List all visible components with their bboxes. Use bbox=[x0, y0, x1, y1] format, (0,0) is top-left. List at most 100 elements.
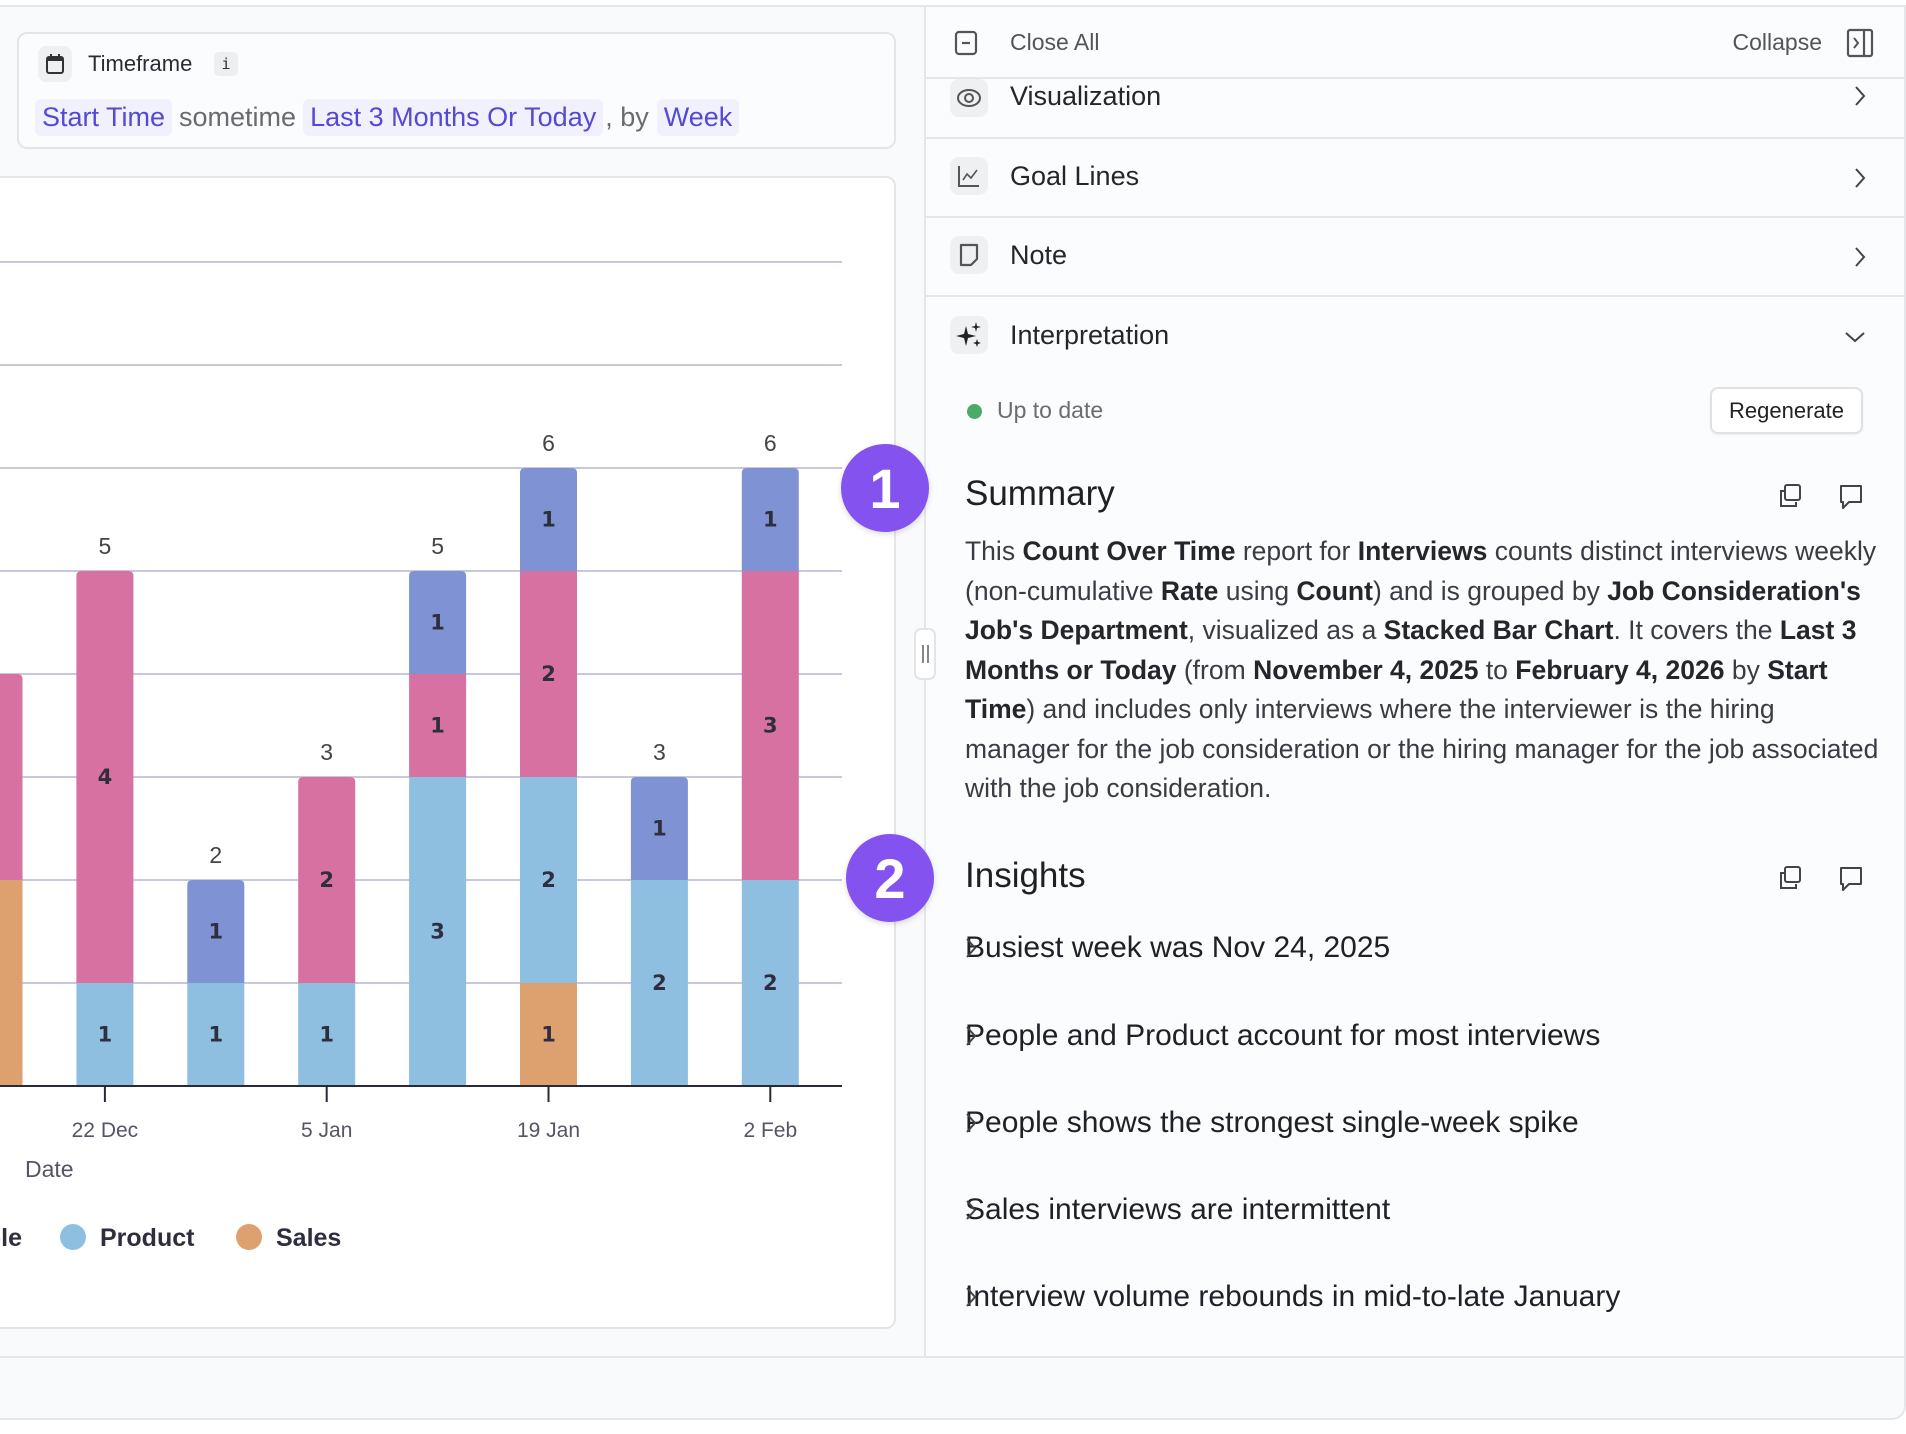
bar-value-label: 1 bbox=[208, 920, 223, 944]
bar-value-label: 4 bbox=[98, 765, 113, 789]
summary-title: Summary bbox=[965, 474, 1115, 513]
legend-item: People bbox=[0, 1224, 22, 1252]
x-axis-label: Date bbox=[25, 1156, 74, 1182]
bar-value-label: 2 bbox=[0, 765, 1, 789]
chevron-right-icon bbox=[1854, 246, 1866, 268]
insight-text: Interview volume rebounds in mid-to-late… bbox=[965, 1280, 1621, 1313]
comment-icon[interactable] bbox=[1838, 483, 1864, 511]
annotation-badge-1: 1 bbox=[841, 444, 929, 532]
bar-total-label: 5 bbox=[431, 533, 444, 559]
summary-bold-term: Job Consideration's Job's Department bbox=[965, 575, 1861, 646]
bar-segment bbox=[520, 983, 577, 1086]
section-label: Interpretation bbox=[1010, 320, 1170, 350]
summary-segment: This bbox=[965, 536, 1023, 566]
chevron-right-icon bbox=[1854, 85, 1866, 107]
resize-handle[interactable] bbox=[914, 628, 936, 680]
panel-toolbar: Close All Collapse bbox=[926, 7, 1904, 79]
close-all-button[interactable]: Close All bbox=[1010, 29, 1100, 55]
info-icon[interactable]: i bbox=[214, 52, 238, 76]
bar-segment bbox=[0, 674, 23, 880]
section-note[interactable]: Note bbox=[926, 218, 1904, 297]
insight-item[interactable]: People and Product account for most inte… bbox=[949, 999, 1877, 1073]
section-label: Goal Lines bbox=[1010, 161, 1140, 191]
insight-item[interactable]: Sales interviews are intermittent bbox=[949, 1173, 1877, 1247]
bar-segment bbox=[187, 880, 245, 983]
calendar-icon bbox=[38, 46, 72, 82]
section-label: Note bbox=[1010, 240, 1068, 270]
bar-total-label: 2 bbox=[209, 842, 222, 868]
collapse-button[interactable]: Collapse bbox=[1732, 29, 1823, 55]
chevron-right-icon bbox=[1854, 167, 1866, 189]
close-all-icon[interactable] bbox=[954, 30, 978, 56]
copy-icon[interactable] bbox=[1777, 865, 1803, 891]
section-goal-lines[interactable]: Goal Lines bbox=[926, 139, 1904, 218]
sparkle-icon bbox=[950, 316, 988, 354]
bar-total-label: 6 bbox=[764, 430, 777, 456]
field-chip[interactable]: Start Time bbox=[35, 99, 173, 136]
summary-segment: , visualized as a bbox=[1187, 615, 1384, 645]
chevron-down-icon bbox=[1844, 331, 1866, 343]
bar-value-label: 1 bbox=[319, 1023, 334, 1047]
bar-value-label: 1 bbox=[541, 1023, 556, 1047]
bar-value-label: 2 bbox=[541, 868, 556, 892]
summary-segment: report for bbox=[1235, 536, 1358, 566]
bar-total-label: 6 bbox=[542, 430, 555, 456]
comment-icon[interactable] bbox=[1838, 865, 1864, 893]
bar-value-label: 2 bbox=[0, 971, 1, 995]
bar-segment bbox=[520, 468, 577, 571]
stacked-bar-chart: 2 2 4 1 4 5 1 1 2 1 2 3 3 1 1 5 1 2 2 1 6 2 1 3 2 3 1 6 22 Dec 5 Jan 1… bbox=[0, 261, 842, 1252]
bar-value-label: 1 bbox=[430, 611, 445, 635]
x-tick-label: 5 Jan bbox=[301, 1119, 352, 1142]
section-interpretation[interactable]: Interpretation bbox=[926, 297, 1904, 377]
bar-value-label: 1 bbox=[98, 1023, 113, 1047]
bar-segment bbox=[298, 983, 356, 1086]
bar-segment bbox=[630, 777, 688, 880]
bar-segment bbox=[520, 571, 577, 777]
bar-value-label: 3 bbox=[430, 920, 445, 944]
summary-segment: ) and includes only interviews where the… bbox=[965, 694, 1879, 803]
bar-value-label: 1 bbox=[652, 817, 667, 841]
bar-value-label: 2 bbox=[763, 971, 778, 995]
bar-value-label: 1 bbox=[763, 508, 778, 532]
range-chip[interactable]: Last 3 Months Or Today bbox=[303, 99, 604, 136]
collapse-panel-icon[interactable] bbox=[1846, 28, 1874, 58]
summary-bold-term: November 4, 2025 bbox=[1253, 654, 1479, 685]
bar-segment bbox=[409, 571, 467, 674]
summary-segment: counts distinct interviews weekly (non-c… bbox=[965, 536, 1877, 606]
bar-value-label: 1 bbox=[208, 1023, 223, 1047]
insight-text: People shows the strongest single-week s… bbox=[965, 1106, 1579, 1139]
legend-label: Sales bbox=[276, 1224, 341, 1252]
summary-segment: to bbox=[1478, 654, 1516, 685]
summary-segment: (from bbox=[1176, 654, 1254, 685]
legend-swatch bbox=[236, 1224, 262, 1250]
summary-segment: ) and is grouped by bbox=[1372, 575, 1608, 606]
chevron-right-icon bbox=[965, 1286, 1857, 1308]
bar-value-label: 1 bbox=[430, 714, 445, 738]
bar-segment bbox=[741, 571, 799, 880]
granularity-chip[interactable]: Week bbox=[656, 99, 740, 136]
chevron-right-icon bbox=[965, 1025, 1857, 1047]
summary-text: This Count Over Time report for Intervie… bbox=[965, 532, 1885, 809]
bar-segment bbox=[0, 880, 23, 1086]
insight-text: Sales interviews are intermittent bbox=[965, 1193, 1391, 1226]
bar-segment bbox=[298, 777, 356, 983]
summary-bold-term: Rate bbox=[1160, 575, 1219, 606]
insight-item[interactable]: Interview volume rebounds in mid-to-late… bbox=[949, 1260, 1877, 1334]
copy-icon[interactable] bbox=[1777, 483, 1803, 509]
note-icon bbox=[950, 236, 988, 274]
legend-label: Product bbox=[100, 1224, 195, 1252]
timeframe-title: Timeframe bbox=[88, 51, 193, 76]
bar-segment bbox=[741, 468, 799, 571]
bar-value-label: 2 bbox=[541, 662, 556, 686]
insight-item[interactable]: Busiest week was Nov 24, 2025 bbox=[949, 911, 1877, 985]
section-visualization[interactable]: Visualization bbox=[926, 79, 1904, 139]
bar-value-label: 1 bbox=[541, 508, 556, 532]
regenerate-button[interactable]: Regenerate bbox=[1710, 387, 1863, 434]
operator-text: sometime bbox=[179, 102, 297, 132]
bar-total-label: 5 bbox=[99, 533, 112, 559]
insight-item[interactable]: People shows the strongest single-week s… bbox=[949, 1086, 1877, 1160]
summary-segment: using bbox=[1218, 575, 1297, 606]
summary-bold-term: February 4, 2026 bbox=[1515, 654, 1725, 685]
annotation-badge-2: 2 bbox=[846, 834, 934, 922]
chevron-right-icon bbox=[965, 1112, 1857, 1134]
